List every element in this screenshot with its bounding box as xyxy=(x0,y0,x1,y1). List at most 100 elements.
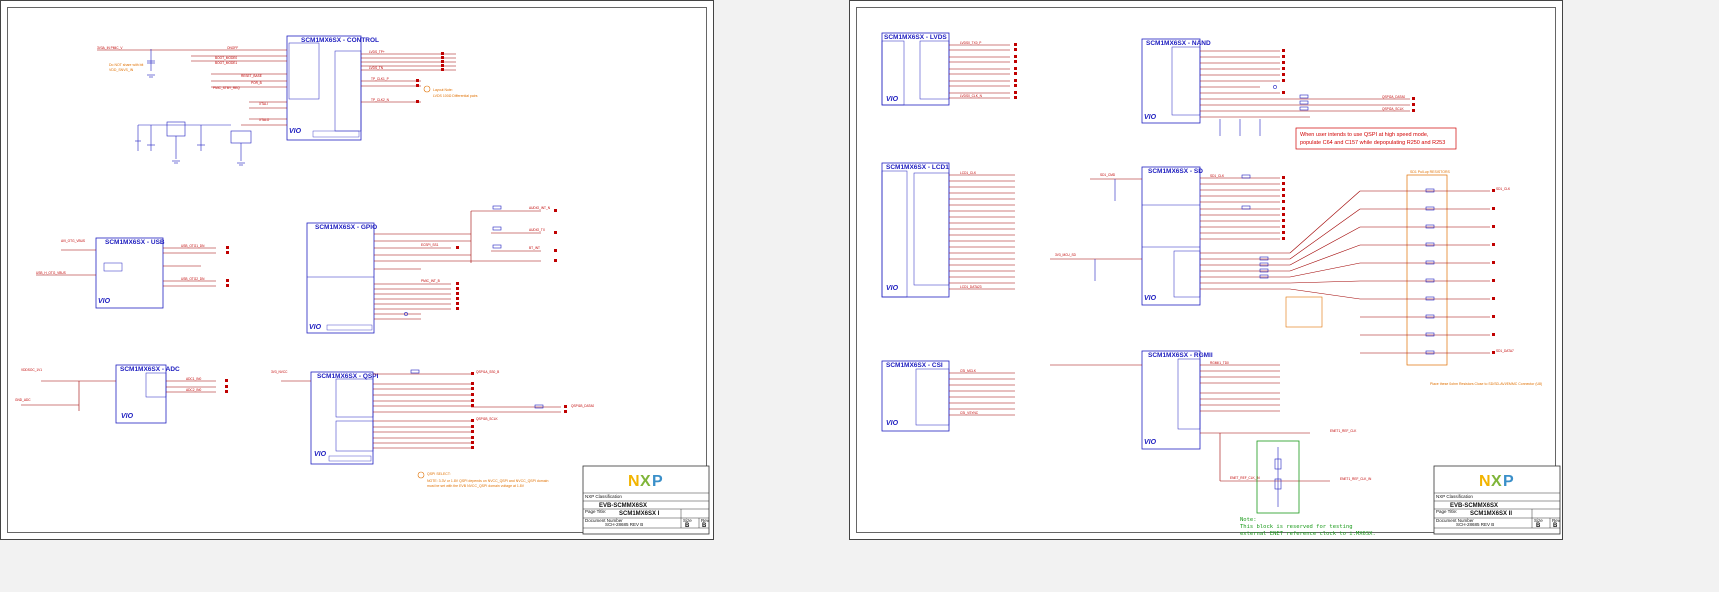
svg-text:X: X xyxy=(1491,473,1502,490)
usb-title: SCM1MX6SX - USB xyxy=(105,239,165,246)
layout-note-icon xyxy=(423,85,431,93)
lvds-block: SCM1MX6SX - LVDS VIO LVDS0_TX0_P LVDS0_C… xyxy=(881,32,1017,106)
svg-text:SD1_CLK: SD1_CLK xyxy=(1210,174,1225,178)
csi-vio: VIO xyxy=(886,420,899,427)
tb-right-doc-number: SCH-28685 REV B xyxy=(1456,522,1494,527)
rgmii-title: SCM1MX6SX - RGMII xyxy=(1148,352,1213,359)
svg-text:ENET1_REF_CLK_IN: ENET1_REF_CLK_IN xyxy=(1340,477,1372,481)
rgmii-vio: VIO xyxy=(1144,439,1157,446)
svg-text:PMIC_INT_B: PMIC_INT_B xyxy=(421,279,440,283)
svg-text:AVI_OTG_VBUS: AVI_OTG_VBUS xyxy=(61,239,85,243)
schematic-sheet-left: SCM1MX6SX - CONTROL VIO xyxy=(0,0,714,540)
adc-block: SCM1MX6SX - ADC VIO VDDSOC_1V1 GND_ADC A… xyxy=(15,364,228,424)
adc-title: SCM1MX6SX - ADC xyxy=(120,366,180,373)
csi-title: SCM1MX6SX - CSI xyxy=(886,362,943,369)
enet-test-block xyxy=(1256,440,1300,514)
lcd1-block: SCM1MX6SX - LCD1 VIO LCD1_CLK LCD1_DATA2… xyxy=(881,162,1015,298)
lcd1-vio: VIO xyxy=(886,285,899,292)
tb-right-classification-label: NXP Classification xyxy=(1436,494,1473,499)
svg-text:USB_OTG2_DN: USB_OTG2_DN xyxy=(181,277,205,281)
nxp-logo: N X P xyxy=(1479,473,1514,490)
tb-right-doc-label: Document Number xyxy=(1436,518,1474,523)
svg-text:3V3_NVCC: 3V3_NVCC xyxy=(271,370,288,374)
tb-left-rev-label: Rev xyxy=(701,518,710,523)
tb-right-rev: B xyxy=(1553,523,1558,529)
lvds-vio: VIO xyxy=(886,96,899,103)
sheet-border xyxy=(856,7,1556,533)
svg-text:CSI_VSYNC: CSI_VSYNC xyxy=(960,411,979,415)
tb-left-rev: B xyxy=(702,523,707,529)
svg-text:SD1_DATA7: SD1_DATA7 xyxy=(1496,349,1514,353)
qspi-orange-1: QSPI SELECT: xyxy=(427,472,451,476)
control-layout-note-2: LVDS 100Ω Differential pairs xyxy=(433,94,478,98)
svg-text:XTALI: XTALI xyxy=(259,102,268,106)
tb-right-rev-label: Rev xyxy=(1552,518,1561,523)
svg-text:N: N xyxy=(1479,473,1491,490)
qspi-note-icon xyxy=(417,471,425,479)
svg-text:LVDS_TP+: LVDS_TP+ xyxy=(369,50,385,54)
tb-left-doc-label: Document Number xyxy=(585,518,623,523)
sd-block: SCM1MX6SX - SD VIO xyxy=(1050,166,1542,386)
svg-text:RGMII1_TD0: RGMII1_TD0 xyxy=(1210,361,1229,365)
left-sheet-canvas: SCM1MX6SX - CONTROL VIO xyxy=(15,35,710,535)
sd-title: SCM1MX6SX - SD xyxy=(1148,168,1203,175)
svg-text:P: P xyxy=(652,473,663,490)
usb-vio: VIO xyxy=(98,298,111,305)
svg-text:X: X xyxy=(640,473,651,490)
sd-pullup-label: SD1 Pull-up RESISTORS xyxy=(1410,170,1450,174)
nand-red-note-1: When user intends to use QSPI at high sp… xyxy=(1300,132,1429,138)
svg-text:QSPI1A_SS0_B: QSPI1A_SS0_B xyxy=(476,370,499,374)
green-note-2: This block is reserved for testing xyxy=(1240,524,1353,530)
svg-text:CSI_MCLK: CSI_MCLK xyxy=(960,369,977,373)
svg-text:TP_CLK2_N: TP_CLK2_N xyxy=(371,98,390,102)
control-orange-note-1: Do NOT share with bit xyxy=(109,63,143,67)
tb-right-size: B xyxy=(1536,523,1541,529)
svg-text:AUDIO_INT_N: AUDIO_INT_N xyxy=(529,206,551,210)
svg-text:USB_H_OTG_VBUS: USB_H_OTG_VBUS xyxy=(36,271,66,275)
qspi-title: SCM1MX6SX - QSPI xyxy=(317,373,379,380)
usb-block: SCM1MX6SX - USB VIO AVI_OTG_VBUS USB_H_O… xyxy=(36,237,229,309)
title-block-right: N X P NXP Classification EVB-SCMMX6SX Pa… xyxy=(1433,465,1561,535)
svg-text:QSPI2A_SCLK: QSPI2A_SCLK xyxy=(1382,107,1404,111)
sd-bottom-orange-note: Place these 0ohm Resistors Close to SD/S… xyxy=(1430,382,1542,386)
tb-right-page-title-label: Page Title: xyxy=(1436,509,1457,514)
nand-title: SCM1MX6SX - NAND xyxy=(1146,40,1211,47)
control-layout-note-1: Layout Note: xyxy=(433,88,453,92)
svg-text:3V3A_IN PMIC_V: 3V3A_IN PMIC_V xyxy=(97,46,123,50)
nxp-logo: N X P xyxy=(628,473,663,490)
svg-text:ECSPI_SS1: ECSPI_SS1 xyxy=(421,243,439,247)
svg-text:BOOT_MODE1: BOOT_MODE1 xyxy=(215,61,237,65)
svg-text:ENET_REF_CLK_IN: ENET_REF_CLK_IN xyxy=(1230,476,1260,480)
title-block-left: N X P NXP Classification EVB-SCMMX6SX Pa… xyxy=(582,465,710,535)
adc-vio: VIO xyxy=(121,413,134,420)
gpio-title: SCM1MX6SX - GPIO xyxy=(315,224,377,231)
green-note-3: external ENET reference clock to i.MX6SX… xyxy=(1240,531,1376,537)
nand-block: SCM1MX6SX - NAND VIO QSPI2A_DATA0 QSPI2A… xyxy=(1141,38,1457,150)
svg-text:SD1_CLK: SD1_CLK xyxy=(1496,187,1511,191)
svg-text:VDDSOC_1V1: VDDSOC_1V1 xyxy=(21,368,42,372)
tb-right-size-label: Size xyxy=(1534,518,1543,523)
qspi-block: SCM1MX6SX - QSPI VIO xyxy=(271,369,594,488)
control-title: SCM1MX6SX - CONTROL xyxy=(301,37,379,44)
control-orange-note-2: VDD_SNVS_IN xyxy=(109,68,134,72)
svg-text:ONOFF: ONOFF xyxy=(227,46,238,50)
gpio-block: SCM1MX6SX - GPIO VIO xyxy=(306,205,557,334)
sd-orange-frame xyxy=(1285,296,1323,328)
svg-text:TP_CLK1_P: TP_CLK1_P xyxy=(371,77,389,81)
svg-text:USB_OTG1_DN: USB_OTG1_DN xyxy=(181,244,205,248)
tb-left-size-label: Size xyxy=(683,518,692,523)
svg-text:QSPI2A_DATA0: QSPI2A_DATA0 xyxy=(1382,95,1405,99)
lcd1-title: SCM1MX6SX - LCD1 xyxy=(886,164,949,171)
green-note-1: Note: xyxy=(1240,517,1257,523)
svg-text:BT_INT: BT_INT xyxy=(529,246,540,250)
svg-text:POR_B: POR_B xyxy=(251,81,262,85)
qspi-vio: VIO xyxy=(314,451,327,458)
svg-text:LCD1_CLK: LCD1_CLK xyxy=(960,171,977,175)
nand-vio: VIO xyxy=(1144,114,1157,121)
svg-text:ENET1_REF_CLK: ENET1_REF_CLK xyxy=(1330,429,1357,433)
svg-text:P: P xyxy=(1503,473,1514,490)
rgmii-block: SCM1MX6SX - RGMII VIO RGMII1_TD0 ENET_RE… xyxy=(1050,350,1376,537)
svg-text:AUDIO_TX: AUDIO_TX xyxy=(529,228,546,232)
svg-text:3V3_MCU_SD: 3V3_MCU_SD xyxy=(1055,253,1077,257)
right-sheet-canvas: SCM1MX6SX - LVDS VIO LVDS0_TX0_P LVDS0_C… xyxy=(881,32,1561,537)
